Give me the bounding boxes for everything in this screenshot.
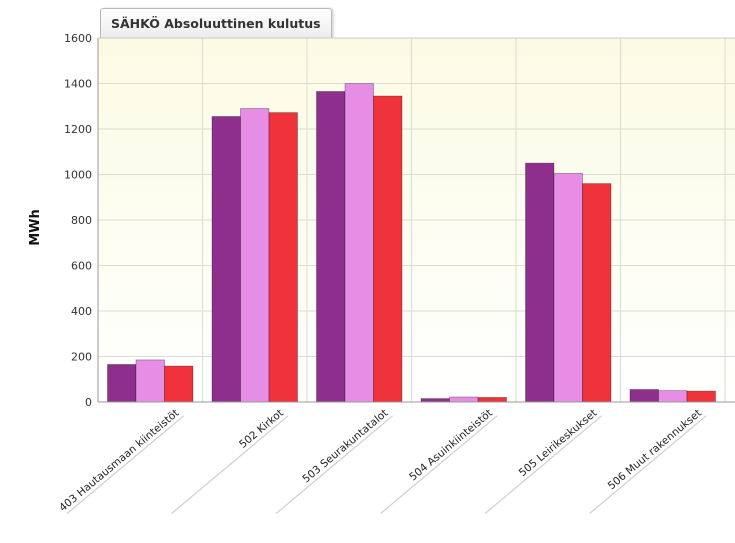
bar	[240, 108, 270, 403]
bar	[344, 83, 374, 403]
x-tick-underline	[484, 415, 602, 514]
x-tick-label-group: 505 Leirikeskukset	[484, 407, 602, 514]
bar	[477, 397, 507, 403]
bar	[582, 183, 612, 403]
bar	[525, 162, 555, 403]
x-tick-label-group: 503 Seurakuntatalot	[275, 407, 393, 514]
bar	[629, 389, 659, 403]
bar	[135, 359, 165, 403]
x-tick-label: 504 Asuinkiinteistöt	[407, 407, 495, 483]
x-tick-label-group: 502 Kirkot	[171, 407, 289, 514]
x-tick-label: 503 Seurakuntatalot	[300, 407, 390, 485]
x-tick-underline	[171, 415, 289, 514]
bar	[686, 390, 716, 403]
y-tick-label: 1400	[64, 78, 92, 91]
x-tick-label-group: 506 Muut rakennukset	[589, 407, 707, 514]
x-tick-label: 506 Muut rakennukset	[606, 407, 704, 492]
x-tick-label: 403 Hautausmaan kiinteistöt	[57, 407, 181, 514]
y-tick-label: 400	[71, 305, 92, 318]
bar	[211, 116, 241, 403]
x-tick-label: 502 Kirkot	[237, 407, 286, 451]
bar	[373, 95, 403, 403]
bar	[420, 398, 450, 403]
chart-title: SÄHKÖ Absoluuttinen kulutus	[100, 8, 332, 38]
y-tick-label: 200	[71, 351, 92, 364]
x-tick-underline	[589, 415, 707, 514]
x-tick-underline	[380, 415, 498, 514]
y-tick-label: 1200	[64, 123, 92, 136]
y-tick-label: 1600	[64, 32, 92, 45]
x-tick-label-group: 403 Hautausmaan kiinteistöt	[57, 407, 184, 514]
x-tick-label-group: 504 Asuinkiinteistöt	[380, 407, 498, 514]
bar	[553, 172, 583, 403]
y-tick-label: 800	[71, 214, 92, 227]
x-tick-label: 505 Leirikeskukset	[517, 407, 600, 479]
bar	[164, 365, 194, 403]
y-tick-label: 1000	[64, 169, 92, 182]
x-tick-underline	[66, 415, 184, 514]
bar	[268, 112, 298, 403]
bar	[316, 91, 346, 403]
bar	[449, 396, 479, 403]
y-tick-label: 600	[71, 260, 92, 273]
bar	[658, 390, 688, 403]
x-tick-underline	[275, 415, 393, 514]
y-tick-label: 0	[85, 396, 92, 409]
bar	[107, 364, 137, 403]
